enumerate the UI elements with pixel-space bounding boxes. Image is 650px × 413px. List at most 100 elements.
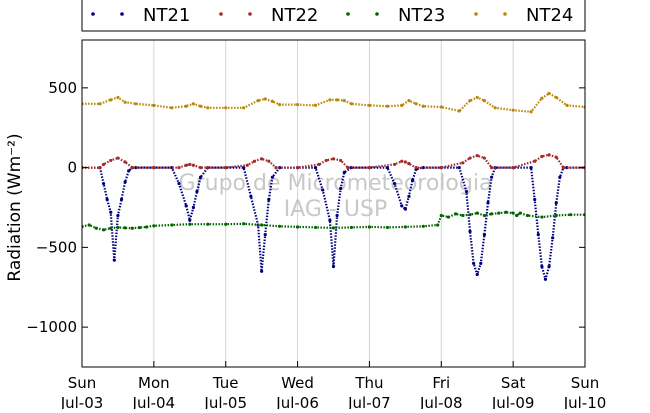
data-point-nt24: [540, 96, 544, 100]
data-point-nt23: [137, 225, 142, 230]
data-point-nt21: [551, 236, 555, 240]
data-point-nt23: [367, 225, 372, 229]
data-point-nt21: [242, 166, 246, 170]
data-point-nt24: [123, 100, 127, 104]
data-point-nt21: [335, 213, 339, 218]
data-point-nt22: [101, 162, 106, 167]
data-point-nt24: [493, 106, 497, 110]
data-point-nt23: [511, 211, 515, 215]
data-point-nt22: [400, 159, 404, 163]
data-point-nt21: [112, 258, 116, 262]
data-point-nt24: [367, 103, 372, 107]
legend-label: NT23: [398, 5, 445, 26]
data-point-nt22: [252, 159, 257, 163]
data-point-nt24: [116, 95, 120, 100]
data-point-nt21: [109, 210, 113, 214]
data-point-nt23: [152, 224, 156, 228]
data-point-nt22: [482, 156, 486, 160]
data-point-nt24: [335, 98, 339, 102]
data-point-nt23: [116, 225, 120, 230]
data-point-nt21: [328, 218, 332, 222]
data-point-nt21: [475, 272, 479, 277]
data-point-nt24: [511, 108, 515, 112]
x-tick-label-date: Jul-06: [275, 394, 319, 409]
data-point-nt22: [295, 166, 300, 170]
data-point-nt24: [457, 109, 461, 113]
data-point-nt21: [191, 205, 195, 210]
data-point-nt21: [554, 201, 558, 205]
data-point-nt22: [177, 166, 181, 170]
data-point-nt22: [274, 166, 278, 170]
data-point-nt22: [511, 166, 515, 170]
data-point-nt22: [317, 162, 321, 167]
data-point-nt21: [260, 269, 264, 273]
data-point-nt24: [421, 104, 425, 108]
data-point-nt21: [558, 175, 562, 179]
data-point-nt24: [468, 99, 472, 103]
data-point-nt23: [489, 212, 494, 216]
data-point-nt22: [130, 166, 134, 170]
data-point-nt23: [421, 224, 425, 228]
legend-marker: [248, 12, 252, 16]
data-point-nt21: [392, 181, 397, 186]
data-point-nt21: [400, 204, 404, 208]
x-tick-label-date: Jul-05: [203, 394, 247, 409]
data-point-nt23: [482, 213, 486, 218]
data-point-nt23: [224, 222, 228, 226]
data-point-nt21: [536, 233, 540, 237]
data-point-nt24: [242, 106, 246, 110]
data-point-nt21: [464, 189, 469, 194]
data-point-nt22: [533, 159, 537, 163]
data-point-nt24: [270, 99, 275, 104]
data-point-nt21: [410, 178, 415, 182]
data-point-nt22: [346, 166, 350, 170]
data-point-nt23: [109, 226, 113, 230]
x-tick-label-day: Mon: [138, 374, 170, 392]
data-point-nt23: [87, 223, 91, 227]
data-point-nt22: [403, 160, 407, 164]
data-point-nt22: [392, 162, 397, 167]
data-point-nt21: [547, 264, 551, 269]
data-point-nt21: [313, 166, 318, 170]
data-point-nt22: [98, 166, 102, 170]
legend-marker: [474, 12, 478, 16]
data-point-nt24: [529, 110, 533, 114]
data-point-nt23: [436, 223, 440, 227]
data-point-nt24: [349, 102, 354, 106]
data-point-nt23: [525, 213, 530, 218]
plot-frame: [81, 39, 586, 368]
legend-entry-nt23: NT23: [346, 5, 445, 26]
x-tick-label-day: Fri: [432, 374, 450, 392]
data-point-nt23: [349, 225, 354, 230]
legend-marker: [91, 12, 95, 16]
data-point-nt23: [278, 224, 282, 228]
y-tick-label: −500: [36, 238, 77, 256]
data-point-nt22: [414, 166, 418, 170]
data-point-nt24: [342, 99, 346, 103]
legend-marker: [503, 12, 507, 16]
data-point-nt23: [242, 222, 246, 226]
data-point-nt24: [547, 91, 551, 96]
data-point-nt23: [94, 226, 98, 230]
data-point-nt23: [188, 222, 192, 226]
data-point-nt21: [177, 181, 181, 186]
series-line-nt22: [82, 153, 585, 169]
data-point-nt22: [468, 156, 472, 160]
data-point-nt24: [554, 95, 558, 100]
data-point-nt21: [198, 175, 203, 179]
x-tick-label-day: Wed: [281, 374, 314, 392]
data-point-nt24: [198, 104, 203, 108]
data-point-nt24: [278, 103, 282, 107]
data-point-nt21: [543, 277, 548, 281]
data-point-nt21: [267, 197, 271, 202]
watermark-text: IAG - USP: [284, 197, 387, 222]
data-point-nt22: [331, 157, 336, 161]
data-point-nt23: [385, 225, 389, 230]
legend-label: NT24: [526, 5, 573, 26]
y-tick-label: 500: [48, 79, 77, 97]
data-point-nt22: [206, 166, 210, 170]
data-point-nt21: [479, 261, 483, 265]
data-point-nt21: [403, 207, 407, 211]
data-point-nt23: [540, 215, 544, 219]
